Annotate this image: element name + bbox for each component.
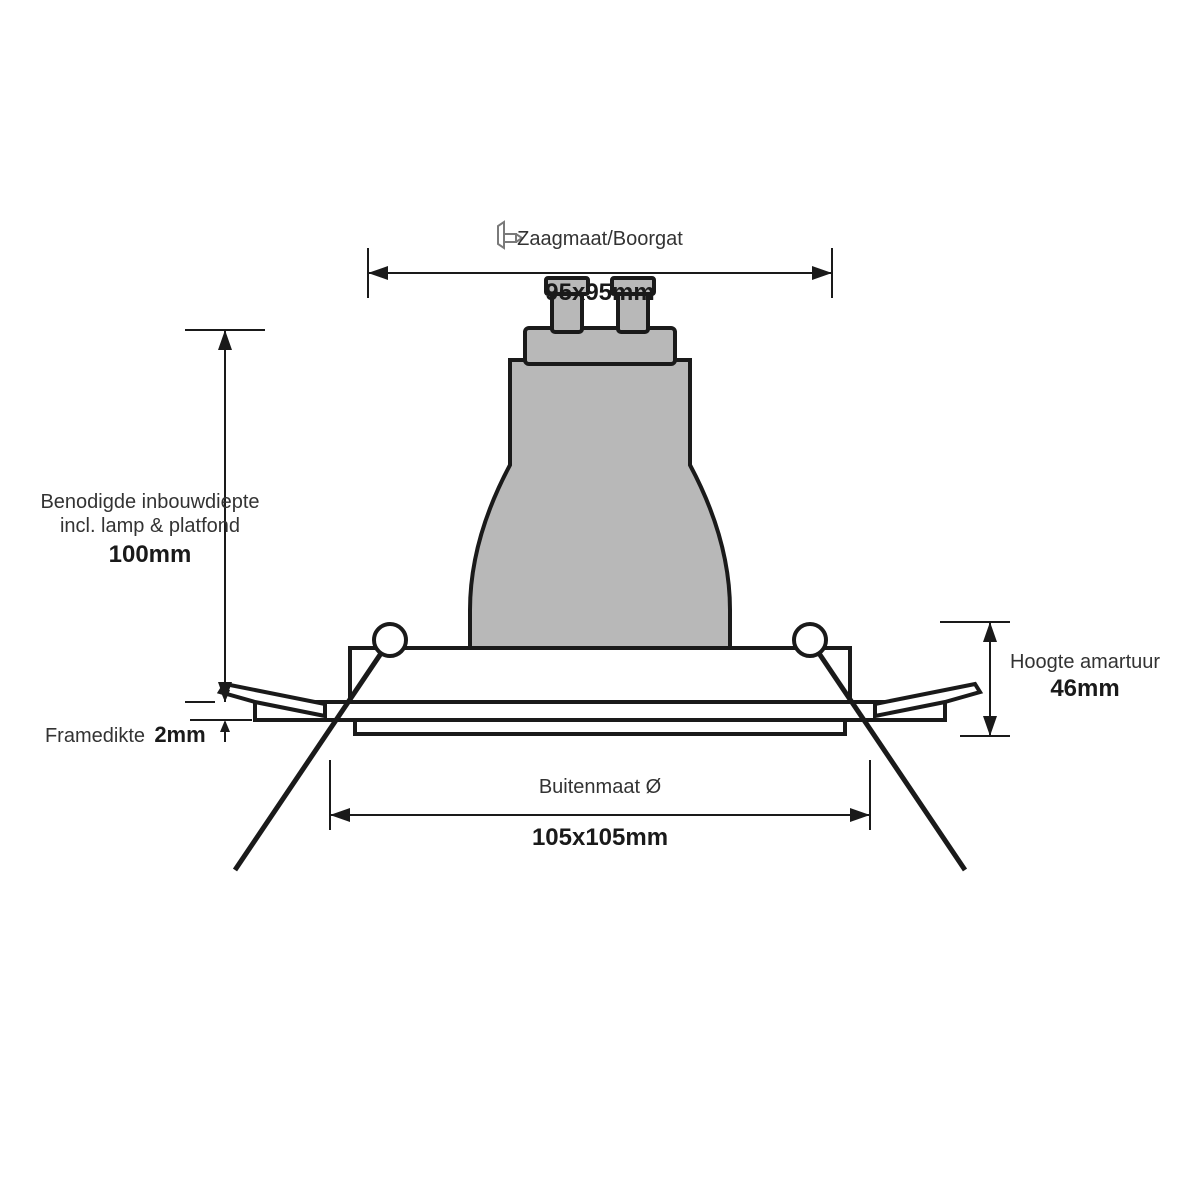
height-value: 46mm bbox=[1050, 675, 1119, 702]
outer-size-value: 105x105mm bbox=[532, 824, 668, 851]
depth-value: 100mm bbox=[109, 541, 192, 568]
outer-size-label: Buitenmaat Ø bbox=[539, 776, 661, 798]
frame-thickness-value: 2mm bbox=[154, 722, 205, 747]
cut-hole-value: 95x95mm bbox=[545, 279, 654, 306]
depth-label-2: incl. lamp & platfond bbox=[60, 515, 240, 537]
height-label: Hoogte amartuur bbox=[1010, 651, 1160, 673]
cut-hole-label: Zaagmaat/Boorgat bbox=[517, 228, 683, 250]
frame-thickness-label: Framedikte bbox=[45, 725, 145, 747]
depth-label-1: Benodigde inbouwdiepte bbox=[40, 491, 259, 513]
